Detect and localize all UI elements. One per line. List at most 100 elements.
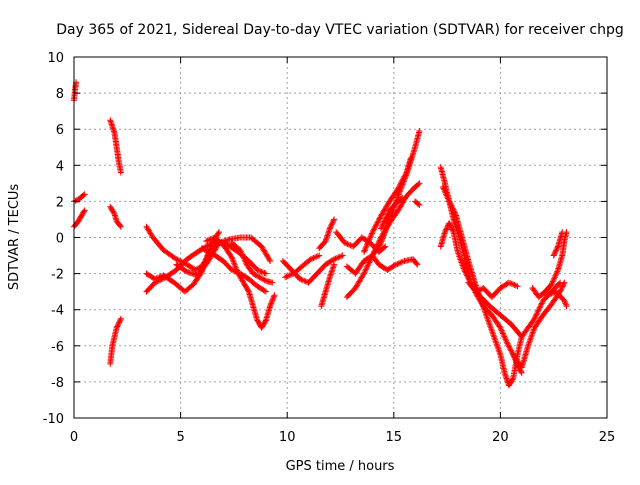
data-point	[533, 311, 540, 318]
data-point	[271, 292, 278, 299]
data-point	[201, 246, 208, 253]
data-point	[552, 248, 559, 255]
data-point	[368, 255, 375, 262]
data-point	[381, 217, 388, 224]
data-point	[397, 187, 404, 194]
data-point	[383, 225, 390, 232]
data-point	[368, 230, 375, 237]
data-point	[381, 244, 388, 251]
y-tick-label: 6	[56, 123, 64, 138]
data-point	[509, 376, 516, 383]
data-point	[231, 260, 238, 267]
data-point	[116, 318, 123, 325]
data-point	[448, 225, 455, 232]
data-point	[464, 274, 471, 280]
data-point	[514, 283, 521, 290]
y-tick-label: -2	[51, 268, 64, 283]
x-tick-label: 0	[70, 430, 78, 445]
data-track	[544, 288, 570, 310]
data-point	[80, 208, 87, 215]
data-point	[367, 233, 374, 240]
data-point	[545, 291, 552, 298]
data-point	[415, 201, 422, 208]
data-point	[81, 191, 88, 198]
data-point	[398, 259, 405, 266]
data-point	[380, 219, 387, 226]
data-point	[332, 255, 339, 262]
data-point	[362, 267, 369, 274]
data-point	[379, 222, 386, 229]
data-point	[328, 221, 335, 228]
data-point	[449, 226, 456, 233]
data-point	[383, 213, 390, 219]
data-track	[107, 203, 124, 230]
data-point	[262, 270, 269, 277]
data-point	[384, 211, 391, 218]
data-track	[316, 216, 338, 252]
data-point	[499, 329, 506, 336]
data-point	[557, 287, 564, 294]
data-point	[395, 191, 402, 198]
data-point	[339, 252, 346, 259]
data-track	[550, 229, 566, 259]
data-point	[551, 251, 558, 258]
y-tick-label: 0	[56, 232, 64, 247]
data-point	[377, 241, 384, 248]
data-point	[156, 277, 162, 284]
data-track	[343, 252, 421, 277]
data-point	[386, 216, 393, 223]
data-point	[204, 242, 211, 249]
data-point	[365, 260, 372, 267]
data-point	[260, 276, 267, 283]
data-point	[364, 263, 371, 270]
data-point	[282, 274, 289, 281]
data-point	[114, 322, 121, 329]
data-point	[504, 340, 511, 347]
data-point	[174, 256, 181, 263]
x-axis-label: GPS time / hours	[286, 459, 395, 474]
data-point	[370, 226, 377, 233]
data-point	[364, 240, 371, 247]
data-point	[208, 240, 215, 247]
x-tick-label: 25	[599, 430, 616, 445]
data-track	[412, 198, 423, 208]
data-point	[262, 318, 269, 325]
data-point	[316, 252, 323, 259]
data-point	[283, 273, 290, 280]
y-tick-label: 8	[56, 87, 64, 102]
data-point	[449, 205, 456, 212]
data-point	[447, 222, 454, 229]
data-point	[461, 267, 468, 273]
data-point	[396, 190, 403, 197]
data-point	[205, 242, 212, 249]
data-point	[154, 278, 161, 285]
data-point	[558, 286, 565, 293]
data-point	[338, 253, 345, 260]
data-point	[376, 215, 383, 222]
data-point	[448, 202, 455, 209]
data-point	[341, 239, 348, 246]
data-point	[391, 262, 398, 269]
data-point	[398, 195, 405, 202]
data-point	[385, 210, 392, 217]
data-point	[117, 223, 124, 230]
data-point	[508, 280, 515, 287]
data-point	[366, 258, 373, 265]
data-point	[267, 303, 274, 310]
data-point	[449, 204, 456, 210]
data-point	[395, 260, 402, 267]
data-track	[510, 279, 568, 371]
data-point	[554, 244, 561, 251]
data-point	[361, 269, 368, 276]
data-point	[562, 300, 569, 307]
data-point	[442, 227, 449, 234]
data-point	[344, 241, 351, 248]
data-point	[374, 219, 381, 226]
data-point	[416, 202, 423, 208]
data-track	[228, 239, 276, 286]
data-point	[413, 260, 420, 267]
data-point	[228, 267, 235, 273]
data-point	[255, 273, 262, 280]
